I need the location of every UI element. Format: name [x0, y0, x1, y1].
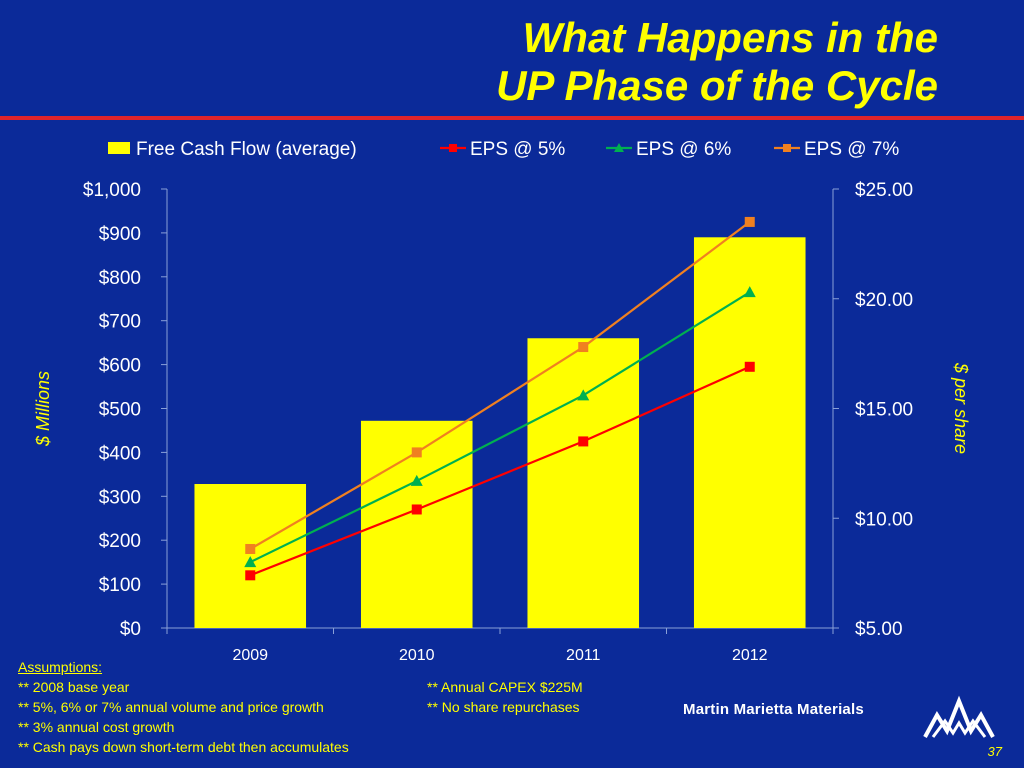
- eps-line-1: [249, 365, 751, 577]
- left-tick-label: $500: [99, 400, 141, 421]
- assumptions-block-right: ** Annual CAPEX $225M ** No share repurc…: [427, 677, 583, 717]
- right-tick-label: $25.00: [855, 180, 913, 201]
- eps-point: [411, 504, 422, 515]
- assumption-item: ** Annual CAPEX $225M: [427, 679, 583, 695]
- eps-point: [578, 436, 589, 447]
- eps-point: [245, 570, 256, 581]
- x-tick-label: 2012: [732, 647, 768, 664]
- fcf-bar: [693, 237, 806, 629]
- left-tick-label: $400: [99, 443, 141, 464]
- x-tick-label: 2010: [399, 647, 435, 664]
- title-line-2: UP Phase of the Cycle: [496, 62, 938, 109]
- right-tick-label: $20.00: [855, 290, 913, 311]
- eps-point: [577, 389, 590, 401]
- legend-marker: [449, 144, 457, 152]
- eps-point: [578, 342, 589, 353]
- legend-marker: [614, 143, 624, 152]
- legend-label: EPS @ 5%: [470, 139, 565, 160]
- right-tick-label: $5.00: [855, 619, 903, 640]
- eps-point: [410, 474, 423, 486]
- slide-title: What Happens in the UP Phase of the Cycl…: [496, 14, 938, 110]
- title-line-1: What Happens in the: [522, 14, 938, 61]
- eps-point: [744, 216, 755, 227]
- title-divider: [0, 116, 1024, 120]
- legend-marker: [783, 144, 791, 152]
- legend-label: EPS @ 6%: [636, 139, 731, 160]
- right-axis-title: $ per share: [951, 362, 971, 454]
- assumption-item: ** 5%, 6% or 7% annual volume and price …: [18, 699, 324, 715]
- left-tick-label: $0: [120, 619, 141, 640]
- fcf-bar: [527, 338, 640, 628]
- mountain-logo-icon: [923, 695, 995, 738]
- eps-line-2: [249, 291, 751, 564]
- assumptions-block: Assumptions: ** 2008 base year ** 5%, 6%…: [18, 657, 349, 757]
- legend-swatch: [108, 142, 130, 154]
- assumption-item: ** 2008 base year: [18, 679, 130, 695]
- eps-point: [743, 286, 756, 298]
- left-tick-label: $200: [99, 531, 141, 552]
- eps-line-3: [249, 221, 751, 550]
- assumption-item: ** Cash pays down short-term debt then a…: [18, 739, 349, 755]
- left-tick-label: $800: [99, 268, 141, 289]
- fcf-bar: [194, 484, 307, 628]
- left-axis-title: $ Millions: [33, 371, 53, 447]
- page-number: 37: [987, 744, 1002, 759]
- left-tick-label: $100: [99, 575, 141, 596]
- assumption-item: ** 3% annual cost growth: [18, 719, 175, 735]
- eps-point: [411, 447, 422, 458]
- eps-point: [744, 361, 755, 372]
- x-tick-label: 2009: [232, 647, 268, 664]
- left-tick-label: $300: [99, 487, 141, 508]
- x-tick-label: 2011: [566, 647, 601, 664]
- combo-chart: $0 $100 $200 $300 $400 $500 $600 $700 $800 $900 $1…: [33, 139, 971, 664]
- assumptions-heading: Assumptions:: [18, 659, 103, 675]
- left-tick-label: $600: [99, 356, 141, 377]
- right-tick-label: $15.00: [855, 400, 913, 421]
- legend-label: EPS @ 7%: [804, 139, 899, 160]
- left-tick-label: $700: [99, 312, 141, 333]
- right-tick-label: $10.00: [855, 509, 913, 530]
- eps-point: [245, 543, 256, 554]
- legend-label: Free Cash Flow (average): [136, 139, 357, 160]
- eps-point: [244, 556, 257, 568]
- left-tick-label: $900: [99, 224, 141, 245]
- company-logo: Martin Marietta Materials: [683, 695, 998, 745]
- left-tick-label: $1,000: [83, 180, 141, 201]
- assumption-item: ** No share repurchases: [427, 699, 580, 715]
- logo-text: Martin Marietta Materials: [683, 701, 864, 718]
